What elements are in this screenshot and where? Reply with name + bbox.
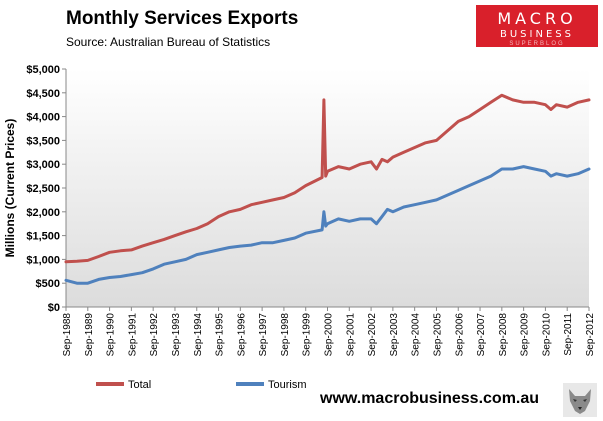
legend-label-tourism: Tourism — [268, 379, 307, 391]
x-tick-label: Sep-2004 — [411, 313, 422, 357]
logo-tag-text: SUPERBLOG — [509, 41, 565, 47]
y-tick-label: $3,000 — [26, 159, 60, 171]
legend: Total Tourism — [96, 379, 307, 391]
y-tick-label: $4,000 — [26, 112, 60, 124]
x-tick-label: Sep-1990 — [106, 313, 117, 357]
y-tick-labels: $0 $500 $1,000 $1,500 $2,000 $2,500 $3,000 $3,5… — [26, 64, 66, 314]
logo-sub-text: BUSINESS — [500, 29, 574, 40]
y-tick-label: $2,500 — [26, 183, 60, 195]
x-tick-label: Sep-1988 — [62, 313, 73, 357]
x-tick-label: Sep-1999 — [302, 313, 313, 357]
x-tick-label: Sep-2007 — [476, 313, 487, 357]
series-lines — [64, 93, 591, 285]
x-tick-label: Sep-1998 — [280, 313, 291, 357]
series-line-total — [64, 93, 591, 264]
website-url: www.macrobusiness.com.au — [320, 390, 540, 407]
x-tick-labels: Sep-1988 Sep-1989 Sep-1990 Sep-1991 Sep-1992… — [62, 307, 596, 356]
x-tick-label: Sep-2000 — [324, 313, 335, 357]
x-tick-label: Sep-2012 — [585, 313, 596, 357]
x-tick-label: Sep-1995 — [215, 313, 226, 357]
y-tick-label: $2,000 — [26, 207, 60, 219]
x-tick-label: Sep-2006 — [454, 313, 465, 357]
y-axis-label: Millions (Current Prices) — [3, 119, 17, 258]
logo-main-text: MACRO — [497, 9, 577, 28]
x-tick-label: Sep-2002 — [367, 313, 378, 357]
x-tick-label: Sep-2011 — [563, 313, 574, 356]
x-tick-label: Sep-1989 — [84, 313, 95, 357]
chart-title: Monthly Services Exports — [66, 8, 299, 29]
y-tick-label: $5,000 — [26, 64, 60, 76]
x-tick-label: Sep-1997 — [258, 313, 269, 357]
y-tick-label: $1,500 — [26, 231, 60, 243]
x-tick-label: Sep-1994 — [193, 313, 204, 357]
legend-label-total: Total — [128, 379, 151, 391]
x-tick-label: Sep-1992 — [149, 313, 160, 357]
y-tick-label: $500 — [36, 278, 60, 290]
x-tick-label: Sep-1991 — [127, 313, 138, 357]
x-tick-label: Sep-2009 — [520, 313, 531, 357]
y-tick-label: $4,500 — [26, 88, 60, 100]
y-tick-label: $3,500 — [26, 135, 60, 147]
y-tick-label: $0 — [48, 302, 60, 314]
x-tick-label: Sep-2001 — [345, 313, 356, 357]
x-tick-label: Sep-2010 — [541, 313, 552, 357]
x-tick-label: Sep-2005 — [432, 313, 443, 357]
chart-source: Source: Australian Bureau of Statistics — [66, 35, 271, 49]
y-tick-label: $1,000 — [26, 254, 60, 266]
x-tick-label: Sep-1993 — [171, 313, 182, 357]
x-tick-label: Sep-1996 — [236, 313, 247, 357]
macrobusiness-logo: MACRO BUSINESS SUPERBLOG — [476, 5, 598, 47]
wolf-logo-icon — [563, 383, 597, 417]
x-tick-label: Sep-2003 — [389, 313, 400, 357]
series-line-tourism — [64, 165, 591, 285]
x-tick-label: Sep-2008 — [498, 313, 509, 357]
